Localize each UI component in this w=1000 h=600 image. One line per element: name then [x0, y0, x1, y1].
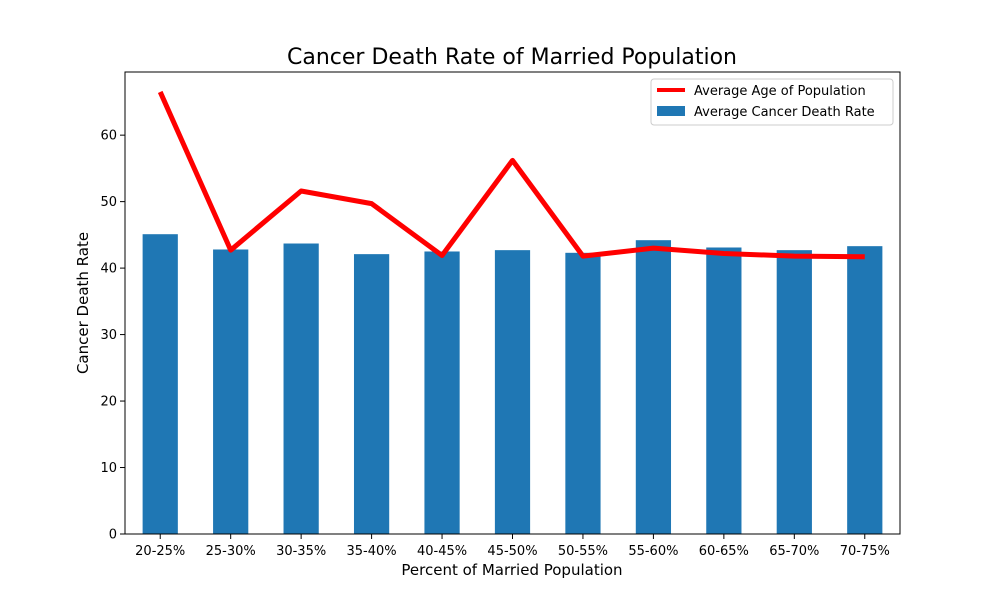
y-tick-label: 50: [100, 195, 117, 210]
y-axis-label: Cancer Death Rate: [74, 232, 92, 374]
x-tick-label: 70-75%: [840, 544, 890, 559]
legend-swatch-bar: [657, 106, 685, 116]
legend-label-bar: Average Cancer Death Rate: [694, 105, 875, 120]
bar: [565, 252, 601, 534]
legend-box: [650, 78, 894, 126]
x-tick-label: 55-60%: [628, 544, 678, 559]
bar: [776, 250, 812, 534]
x-tick-label: 35-40%: [347, 544, 397, 559]
bar: [353, 254, 390, 535]
y-tick-label: 20: [100, 395, 117, 410]
bar: [283, 243, 319, 534]
chart-title: Cancer Death Rate of Married Population: [287, 45, 737, 70]
x-tick-label: 45-50%: [487, 544, 537, 559]
x-tick-label: 60-65%: [699, 544, 749, 559]
bar: [424, 251, 460, 535]
plot-area: 0 10 20 30 40 50 60 20-25% 25-30% 30-35% 35-40% 40-…: [100, 71, 901, 559]
line-series: [157, 90, 865, 260]
legend: Average Age of Population Average Cancer…: [650, 78, 894, 126]
legend-label-line: Average Age of Population: [694, 84, 866, 99]
y-tick-label: 40: [100, 262, 117, 277]
bar: [142, 234, 178, 535]
y-tick-label: 60: [100, 129, 117, 144]
x-tick-label: 25-30%: [206, 544, 256, 559]
x-tick-label: 65-70%: [769, 544, 819, 559]
bar: [847, 246, 883, 534]
y-tick-label: 10: [100, 461, 117, 476]
x-tick-label: 50-55%: [558, 544, 608, 559]
x-tick-label: 20-25%: [135, 544, 185, 559]
bar: [635, 240, 672, 535]
x-tick-label: 30-35%: [276, 544, 326, 559]
y-tick-label: 30: [100, 328, 117, 343]
x-tick-label: 40-45%: [417, 544, 467, 559]
bar: [213, 249, 249, 534]
y-tick-label: 0: [109, 528, 117, 543]
bar: [706, 247, 742, 534]
bar: [494, 250, 531, 534]
x-axis-label: Percent of Married Population: [401, 561, 622, 579]
